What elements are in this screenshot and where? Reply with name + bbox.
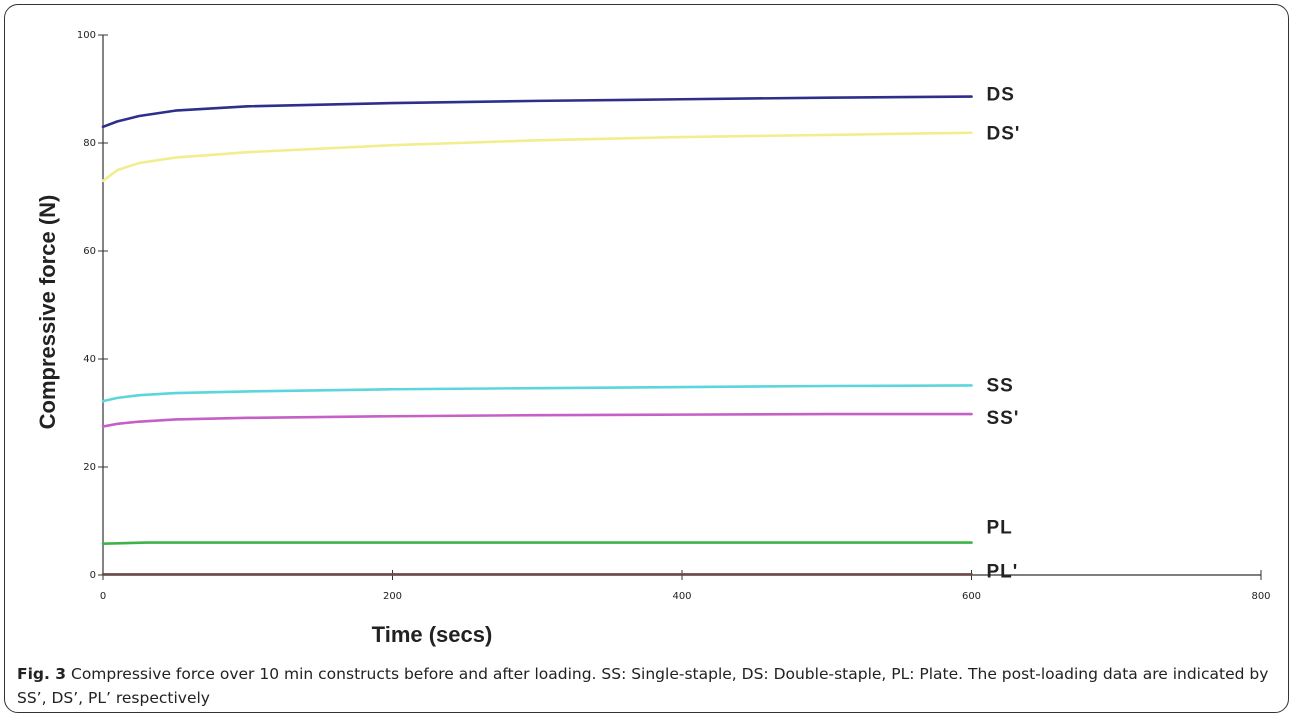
series-label: DS: [987, 85, 1015, 106]
y-tick-label: 20: [83, 462, 96, 473]
series-label: SS': [987, 408, 1020, 429]
x-tick-label: 200: [383, 591, 402, 602]
series-line: [101, 384, 973, 403]
x-tick-label: 400: [672, 591, 691, 602]
series-label: PL: [987, 518, 1013, 539]
x-tick-label: 800: [1251, 591, 1270, 602]
x-tick-label: 600: [962, 591, 981, 602]
figure-number: Fig. 3: [17, 665, 67, 683]
x-tick-label: 0: [100, 591, 106, 602]
y-tick-label: 100: [77, 30, 96, 41]
y-tick-label: 0: [90, 570, 96, 581]
series-label: SS: [987, 375, 1014, 396]
figure-caption: Fig. 3 Compressive force over 10 min con…: [17, 662, 1279, 710]
series-label: DS': [987, 124, 1021, 145]
series-line: [101, 95, 973, 129]
x-axis-title: Time (secs): [372, 622, 493, 647]
series-line: [101, 412, 973, 428]
series-line: [101, 131, 973, 183]
series-line: [101, 541, 973, 545]
y-tick-label: 40: [83, 354, 96, 365]
series-label: PL': [987, 561, 1019, 582]
y-axis-title: Compressive force (N): [35, 195, 60, 430]
y-tick-label: 60: [83, 246, 96, 257]
caption-text: Compressive force over 10 min constructs…: [17, 665, 1269, 707]
figure-frame: 0 20 40 60 80 100 0 200 400 600 800 Time (secs) Comp…: [4, 4, 1289, 713]
y-tick-label: 80: [83, 138, 96, 149]
line-chart: 0 20 40 60 80 100 0 200 400 600 800 Time (secs) Comp…: [35, 30, 1271, 647]
